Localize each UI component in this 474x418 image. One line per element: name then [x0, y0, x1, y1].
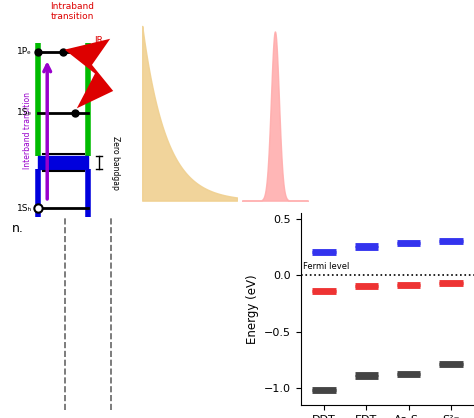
Y-axis label: Energy (eV): Energy (eV) [246, 275, 259, 344]
Text: IR: IR [94, 36, 103, 46]
Text: 1Pₑ: 1Pₑ [17, 47, 32, 56]
Text: 1Sₑ: 1Sₑ [17, 108, 32, 117]
Polygon shape [64, 39, 113, 108]
Text: Fermi level: Fermi level [303, 262, 349, 271]
Text: 1Sₕ: 1Sₕ [17, 204, 32, 213]
Text: n.: n. [12, 222, 24, 234]
Text: Intraband
transition: Intraband transition [50, 2, 94, 21]
Text: Interband transition: Interband transition [23, 92, 32, 168]
Text: Zero bandgap: Zero bandgap [111, 136, 120, 190]
